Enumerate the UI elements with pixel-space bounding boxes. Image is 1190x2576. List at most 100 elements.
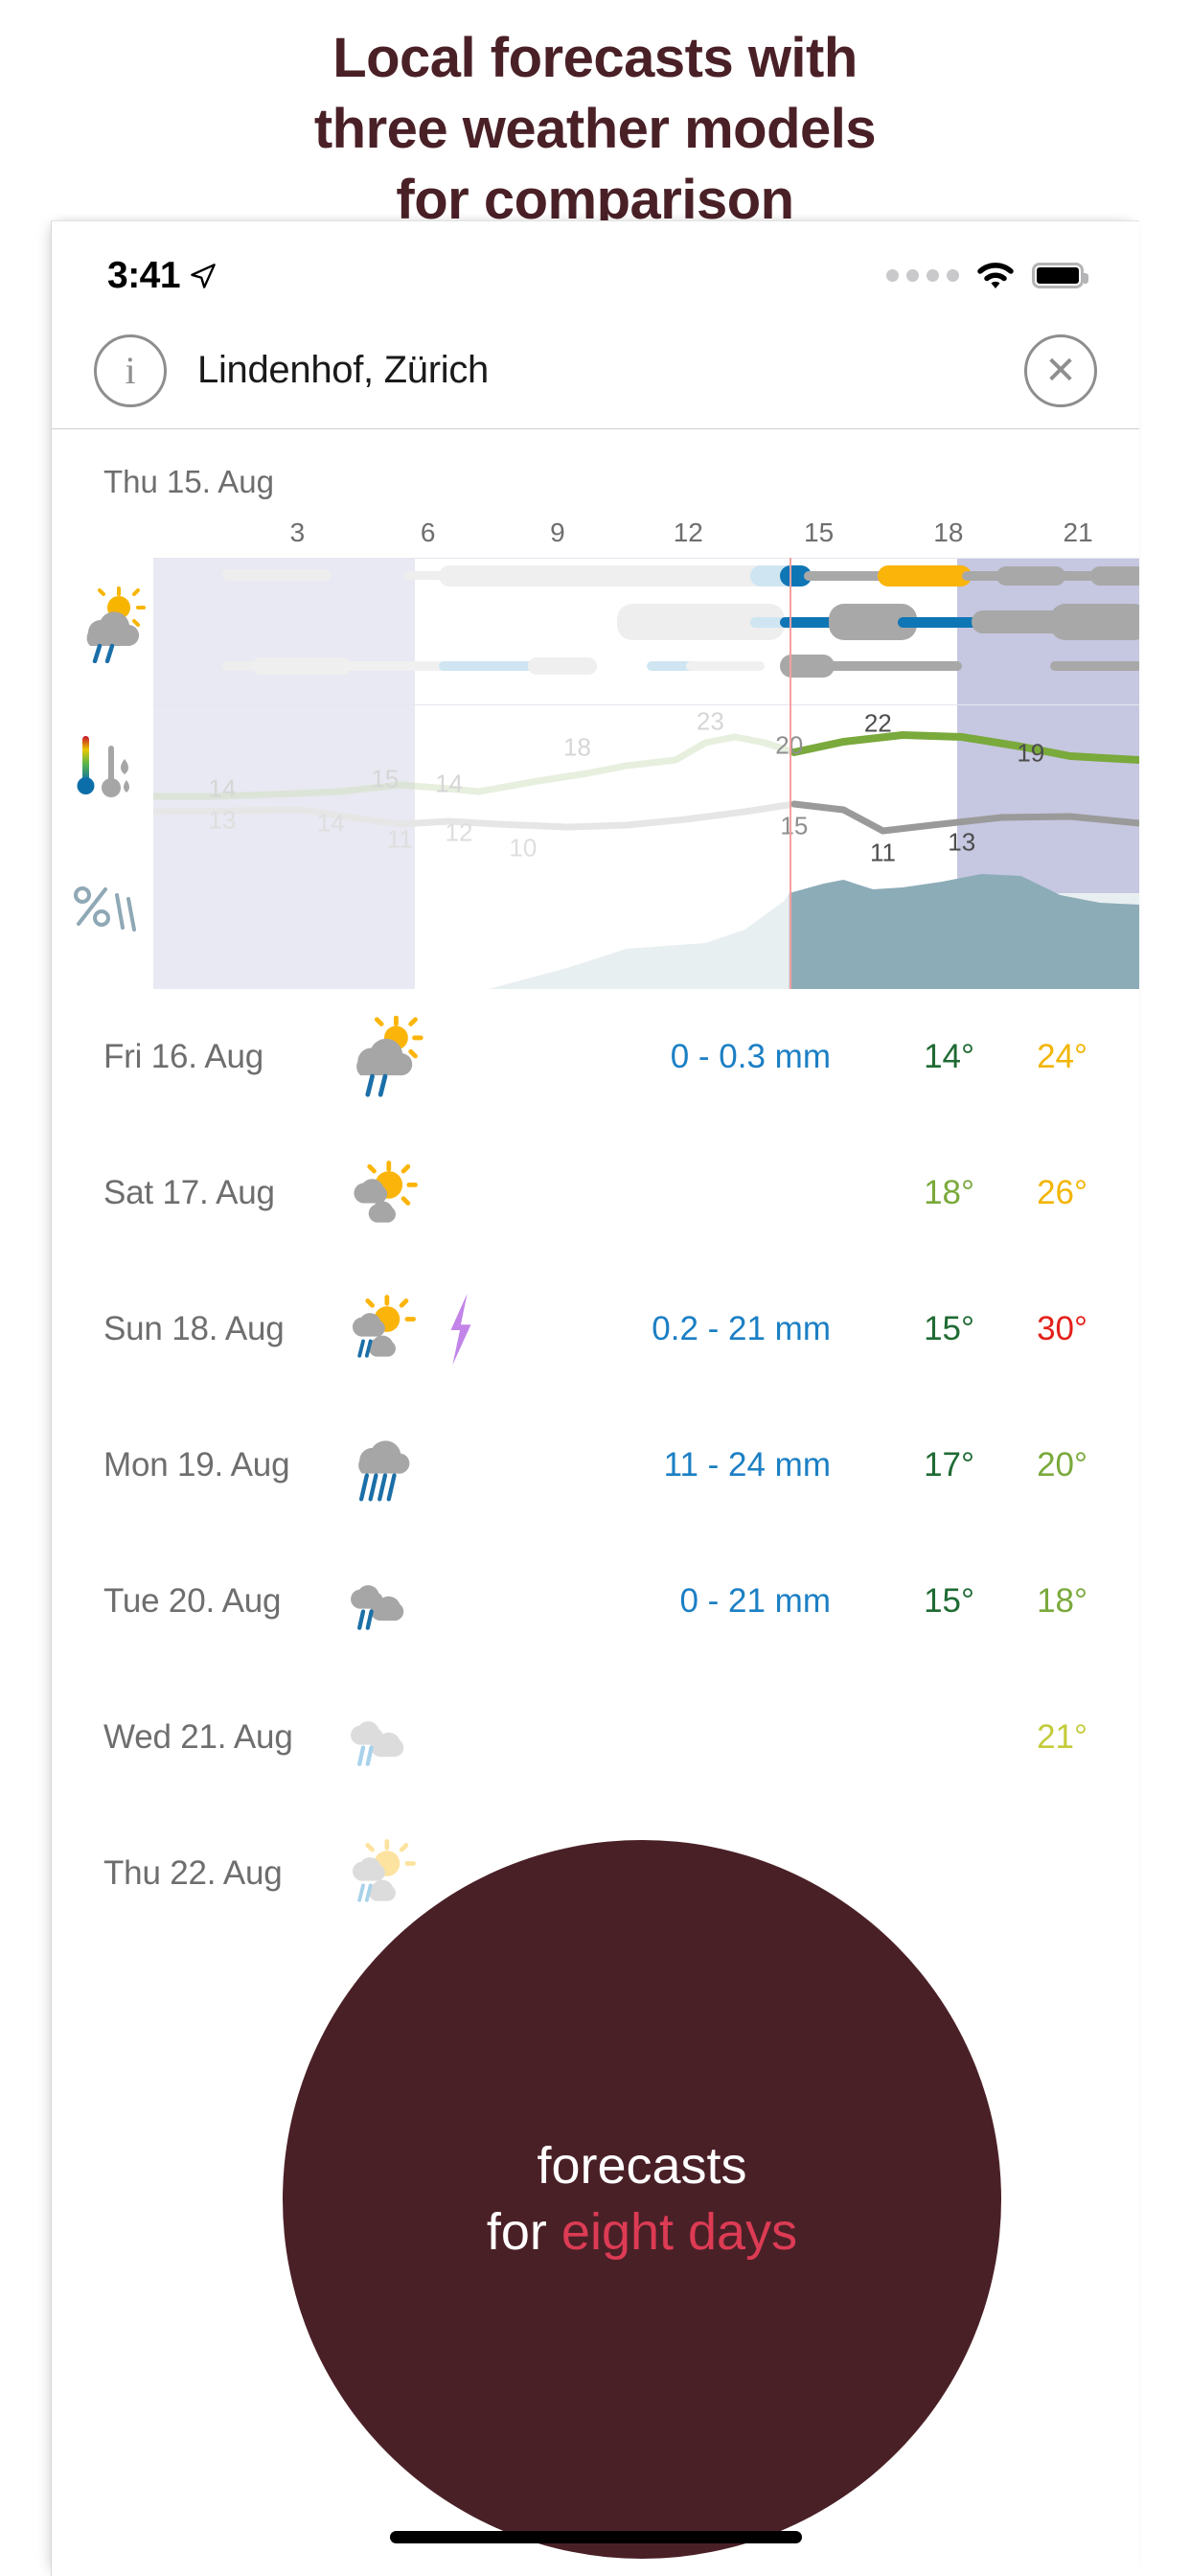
hour-tick-9: 9 (550, 518, 565, 547)
sun-cloud-rain-icon (356, 1016, 423, 1097)
badge-line-2-accent: eight days (561, 2203, 798, 2261)
model-bar-2-fc-gray-3 (1050, 604, 1139, 640)
dew-label: 13 (208, 805, 237, 835)
status-bar-left: 3:41 (107, 255, 217, 297)
model-bar-1-past-c (439, 565, 775, 586)
model-bar-1-now-blue (780, 565, 812, 586)
headline-line-3: for comparison (396, 169, 794, 231)
status-bar: 3:41 (52, 221, 1139, 312)
day-label: Thu 22. Aug (103, 1854, 283, 1892)
precip-model-bars (153, 558, 1139, 697)
chart-axis-icons (52, 558, 153, 989)
sun-cloud-light-rain-icon (352, 1839, 416, 1902)
model-bar-1-fc-gray (804, 571, 893, 581)
day-weather-icons (343, 1832, 573, 1915)
cloud-rain-icon (351, 1585, 404, 1630)
dew-label: 10 (509, 833, 538, 862)
model-bar-3-past-d (528, 657, 598, 675)
badge-line-1: forecasts (537, 2136, 747, 2195)
model-bar-1-fc-gray-5 (1089, 566, 1139, 586)
temperature-lines (153, 731, 1139, 835)
day-tmax: 18° (1037, 1582, 1087, 1620)
dew-label: 15 (780, 811, 809, 840)
table-row[interactable]: Mon 19. Aug 11 - 24 mm 17° 20° (52, 1397, 1139, 1533)
temp-label: 18 (563, 732, 591, 762)
info-button[interactable]: i (94, 334, 167, 407)
badge-line-2: for eight days (487, 2199, 797, 2266)
sun-cloud-icon (354, 1161, 418, 1223)
badge-line-2-prefix: for (486, 2203, 561, 2261)
chart-day-label: Thu 15. Aug (103, 464, 274, 499)
clock-time: 3:41 (107, 254, 181, 296)
location-name: Lindenhof, Zürich (197, 349, 489, 391)
page-title: Local forecasts with three weather model… (0, 23, 1190, 236)
night-shading-early (153, 558, 415, 989)
day-precip: 0.2 - 21 mm (652, 1310, 831, 1347)
day-tmax: 24° (1037, 1038, 1087, 1075)
model-bar-1-fc-gray-2 (961, 571, 1012, 581)
hourly-chart[interactable]: Thu 15. Aug 3 6 9 12 15 18 21 (52, 429, 1139, 989)
close-icon: ✕ (1044, 349, 1077, 392)
model-bar-1-fc-amber (878, 565, 973, 586)
table-row[interactable]: Sat 17. Aug 18° 26° (52, 1125, 1139, 1261)
day-tmin: 15° (924, 1582, 974, 1620)
day-weather-icons (343, 1696, 573, 1779)
home-indicator (389, 2531, 802, 2543)
day-precip: 11 - 24 mm (663, 1446, 831, 1484)
percent-rain-icon (69, 874, 146, 951)
day-weather-icons (343, 1424, 573, 1506)
day-label: Tue 20. Aug (103, 1582, 282, 1620)
precip-probability-area (153, 855, 1139, 989)
day-tmin: 17° (924, 1446, 974, 1484)
temp-label: 19 (1017, 738, 1045, 768)
model-bar-2-now-light (749, 617, 790, 628)
temp-label: 22 (863, 708, 892, 738)
model-bar-3-past-b (251, 657, 351, 675)
table-row[interactable]: Sun 18. Aug (52, 1261, 1139, 1397)
dew-label: 13 (948, 827, 976, 857)
day-tmin: 14° (924, 1038, 974, 1075)
cloud-heavy-rain-icon (358, 1440, 410, 1502)
model-bar-3-fc-gray-3 (1050, 661, 1139, 671)
model-bar-3-past-e (685, 661, 765, 671)
table-row[interactable]: Fri 16. Aug 0 (52, 989, 1139, 1125)
day-tmax: 21° (1037, 1718, 1087, 1756)
headline-line-1: Local forecasts with (332, 27, 858, 89)
day-label: Sat 17. Aug (103, 1174, 275, 1211)
table-row[interactable]: Tue 20. Aug 0 - 21 mm 15° 18° (52, 1533, 1139, 1669)
close-button[interactable]: ✕ (1024, 334, 1097, 407)
chart-plot-area[interactable]: 14 15 14 18 23 20 22 19 13 14 11 12 10 1… (52, 558, 1139, 989)
cloud-light-rain-icon (351, 1721, 404, 1766)
daily-forecast-list[interactable]: Fri 16. Aug 0 (52, 989, 1139, 1942)
chart-hour-axis: 3 6 9 12 15 18 21 (119, 518, 1139, 558)
day-weather-icons (343, 1560, 573, 1643)
day-tmin: 18° (924, 1174, 974, 1211)
day-weather-icons (343, 1016, 573, 1098)
thermometer-dewpoint-icon (69, 730, 146, 807)
model-bar-3-past-blue (439, 661, 538, 671)
day-precip: 0 - 0.3 mm (670, 1038, 831, 1075)
day-tmin: 15° (924, 1310, 974, 1347)
table-row[interactable]: Thu 22. Aug (52, 1806, 1139, 1942)
model-bar-3-past (222, 661, 272, 671)
day-tmax: 20° (1037, 1446, 1087, 1484)
phone-mockup: 3:41 i Li (51, 220, 1139, 2576)
temperature-chart: 14 15 14 18 23 20 22 19 13 14 11 12 10 1… (153, 697, 1139, 867)
temp-label: 15 (371, 764, 400, 794)
model-bar-3-fc-gray-2 (813, 661, 962, 671)
info-icon: i (125, 349, 136, 392)
table-row[interactable]: Wed 21. Aug 21° (52, 1669, 1139, 1806)
battery-full-icon (1032, 263, 1088, 288)
temp-label: 23 (696, 706, 724, 736)
hour-tick-12: 12 (673, 518, 703, 547)
chart-plot[interactable]: 14 15 14 18 23 20 22 19 13 14 11 12 10 1… (153, 558, 1139, 989)
cellular-signal-icon (886, 269, 959, 282)
wifi-icon (976, 262, 1015, 290)
model-bar-2-fc-blue (780, 617, 845, 628)
model-bar-2-fc-blue-2 (897, 617, 987, 628)
location-arrow-icon (190, 263, 217, 289)
temp-label: 14 (435, 769, 464, 798)
day-tmax: 26° (1037, 1174, 1087, 1211)
temp-label: 14 (208, 773, 237, 803)
